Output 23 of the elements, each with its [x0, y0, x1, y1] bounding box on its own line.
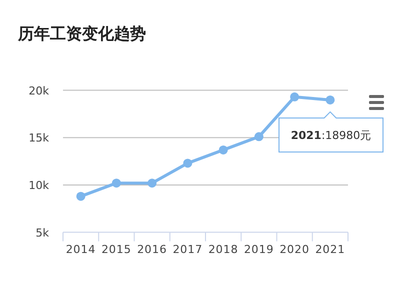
point [254, 132, 264, 142]
point [148, 178, 157, 188]
x-tick-label: 2014 [66, 243, 96, 256]
annotation: 2021:18980元 [290, 128, 372, 142]
x-tick-label: 2021 [315, 243, 346, 256]
point [218, 145, 228, 154]
point [290, 92, 300, 102]
x-tick-label: 2019 [244, 243, 274, 256]
y-tick-label: 15k [28, 132, 50, 145]
x-tick-label: 2018 [208, 243, 238, 256]
point [112, 178, 121, 188]
x-tick-label: 2015 [101, 243, 132, 256]
x-tick-label: 2020 [280, 243, 310, 256]
y-tick-label: 10k [28, 178, 50, 192]
y-tick-label: 20k [28, 84, 50, 98]
chart-title: 历年工资变化趋势 [17, 24, 146, 43]
point [76, 192, 86, 201]
tooltip: 2021:18980元 [278, 111, 384, 152]
x-tick-label: 2016 [137, 243, 168, 256]
y-tick-label: 5k [36, 226, 50, 240]
x-tick-label: 2017 [172, 243, 203, 256]
point [183, 158, 192, 168]
point [326, 95, 335, 104]
